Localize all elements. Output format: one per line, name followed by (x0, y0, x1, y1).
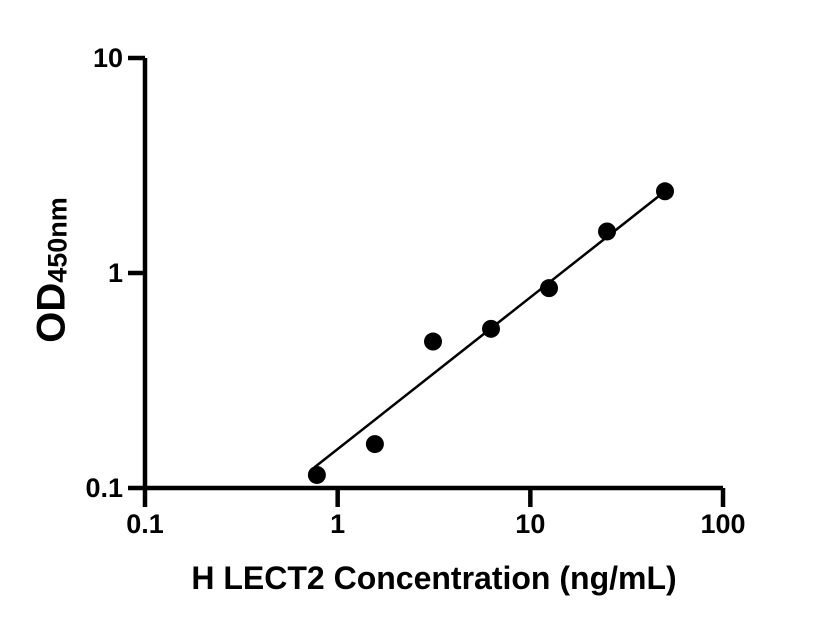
y-tick-label-1: 1 (107, 258, 123, 288)
x-tick-label-1: 1 (330, 509, 346, 539)
data-point (365, 435, 384, 454)
data-point (656, 182, 675, 201)
y-tick-label-10: 10 (92, 43, 123, 73)
data-point (598, 222, 617, 241)
data-point (307, 465, 326, 484)
x-tick-label-10: 10 (515, 509, 546, 539)
x-axis-title: H LECT2 Concentration (ng/mL) (191, 560, 677, 596)
y-axis-title-main: OD (29, 282, 74, 343)
data-point (540, 279, 559, 298)
axis-lines (142, 58, 724, 491)
data-point (424, 332, 443, 351)
y-tick-label-0.1: 0.1 (85, 473, 123, 503)
x-tick-label-0.1: 0.1 (126, 509, 164, 539)
data-point (482, 319, 501, 338)
x-tick-label-100: 100 (700, 509, 746, 539)
